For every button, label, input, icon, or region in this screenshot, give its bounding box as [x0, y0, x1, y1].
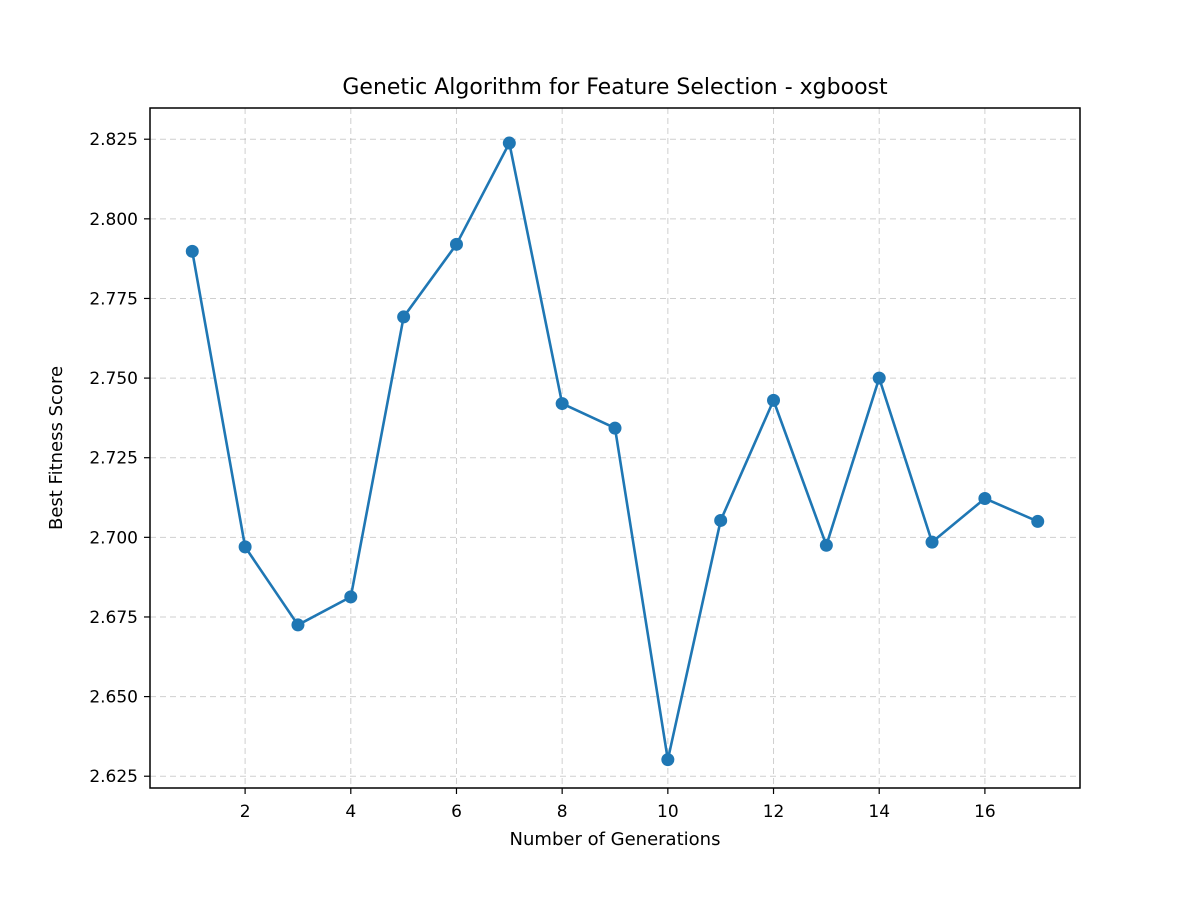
- data-point: [872, 371, 886, 385]
- data-point: [978, 491, 992, 505]
- y-tick-label: 2.775: [89, 289, 138, 309]
- x-tick-label: 14: [868, 802, 890, 822]
- x-tick-label: 12: [763, 802, 785, 822]
- data-point: [819, 538, 833, 552]
- data-point: [238, 540, 252, 554]
- data-point: [608, 421, 622, 435]
- x-tick-label: 2: [240, 802, 251, 822]
- y-tick-label: 2.825: [89, 130, 138, 150]
- data-point: [767, 393, 781, 407]
- plot-frame: [149, 107, 1081, 789]
- grid-lines: [150, 108, 1080, 788]
- chart-title: Genetic Algorithm for Feature Selection …: [342, 75, 888, 100]
- data-point: [502, 136, 516, 150]
- data-point: [397, 310, 411, 324]
- data-point: [1031, 514, 1045, 528]
- data-point: [714, 513, 728, 527]
- series-line: [190, 141, 1039, 761]
- data-point: [555, 397, 569, 411]
- x-tick-label: 8: [557, 802, 568, 822]
- data-point: [449, 237, 463, 251]
- data-series: [185, 136, 1045, 767]
- y-tick-label: 2.800: [89, 210, 138, 230]
- data-point: [185, 244, 199, 258]
- x-tick-label: 4: [345, 802, 356, 822]
- data-point: [661, 753, 675, 767]
- y-tick-label: 2.700: [89, 528, 138, 548]
- y-tick-label: 2.750: [89, 369, 138, 389]
- x-tick-label: 6: [451, 802, 462, 822]
- x-tick-label: 16: [974, 802, 996, 822]
- y-tick-label: 2.675: [89, 608, 138, 628]
- y-tick-label: 2.625: [89, 767, 138, 787]
- y-tick-label: 2.725: [89, 449, 138, 469]
- data-point: [291, 618, 305, 632]
- x-tick-label: 10: [657, 802, 679, 822]
- x-axis-label: Number of Generations: [510, 829, 721, 850]
- y-axis-label: Best Fitness Score: [46, 366, 67, 530]
- data-point: [925, 535, 939, 549]
- y-tick-label: 2.650: [89, 688, 138, 708]
- data-point: [344, 590, 358, 604]
- axis-ticks: 2 4 6 8 10 12 14 16 2.625 2.650 2.675 2.700 2.725 2.7…: [89, 130, 995, 822]
